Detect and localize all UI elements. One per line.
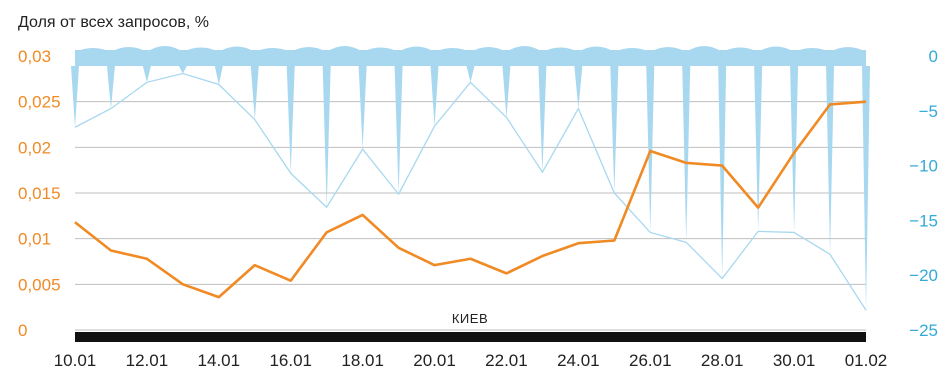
x-tick-label: 18.01 [341,351,384,370]
y-right-tick-label: −15 [909,211,938,230]
x-tick-label: 01.02 [845,351,888,370]
y-left-tick-label: 0 [18,321,27,340]
cloud-bump [470,47,507,52]
cloud-bump [326,46,363,52]
cloud-bump [830,47,866,52]
cloud-bump [758,46,795,52]
x-tick-label: 16.01 [269,351,312,370]
x-tick-label: 26.01 [629,351,672,370]
y-left-tick-label: 0,02 [18,138,51,157]
cloud-bump [614,48,651,52]
city-label: КИЕВ [452,311,488,326]
cloud-bump [722,47,759,52]
x-tick-label: 28.01 [701,351,744,370]
y-left-tick-label: 0,025 [18,93,61,112]
series-blue [71,66,870,311]
x-tick-label: 24.01 [557,351,600,370]
cloud-bump [398,46,435,52]
cloud-band [75,50,866,66]
icicle [430,66,439,127]
cloud-bump [218,46,255,52]
cloud-bump [686,46,723,52]
y-left-tick-label: 0,03 [18,47,51,66]
icicle [358,66,367,150]
icicle [286,66,295,174]
chart-title: Доля от всех запросов, % [18,14,209,31]
cloud-bump [290,47,327,52]
y-left-tick-label: 0,005 [18,275,61,294]
cloud-bump [146,46,183,52]
icicle [250,66,259,120]
cloud-bump [110,47,147,52]
x-tick-label: 10.01 [54,351,97,370]
x-tick-label: 20.01 [413,351,456,370]
series-line-blue [74,72,867,311]
cloud-bump [794,48,831,52]
icicle [394,66,403,195]
icicle [71,66,79,128]
x-tick-label: 12.01 [126,351,169,370]
icicle [574,66,583,109]
icicle [826,66,835,255]
y-right-tick-label: −10 [909,157,938,176]
icicle [214,66,223,85]
cloud-bump [542,47,579,52]
icicle [502,66,511,118]
icicle [466,66,475,83]
icicle [862,66,870,311]
icicle [322,66,331,208]
icicle [718,66,727,279]
series-line-orange [74,100,867,299]
x-tick-label: 22.01 [485,351,528,370]
timeline-bar [75,332,866,342]
icicle [106,66,115,109]
cloud-bump [254,48,291,52]
cloud-bump [506,46,543,52]
cloud-bump [434,48,471,52]
icicle [790,66,799,233]
y-left-tick-label: 0,015 [18,184,61,203]
cloud-bump [578,46,615,52]
y-axis-right: 0 −5 −10 −15 −20 −25 [909,47,938,340]
icicle [682,66,691,243]
x-tick-label: 14.01 [198,351,241,370]
y-right-tick-label: −20 [909,266,938,285]
icicle [178,66,187,74]
icicle [610,66,619,193]
cloud-decoration [75,46,866,66]
cloud-bump [650,47,687,52]
cloud-bump [75,48,111,52]
y-right-tick-label: −5 [919,102,938,121]
icicle [538,66,547,173]
x-tick-label: 30.01 [773,351,816,370]
cloud-bump [362,47,399,52]
x-axis: 10.01 12.01 14.01 16.01 18.01 20.01 22.01 24.01… [54,351,888,370]
y-right-tick-label: −25 [909,321,938,340]
y-right-tick-label: 0 [929,47,938,66]
cloud-bump [182,47,219,52]
y-left-tick-label: 0,01 [18,230,51,249]
icicle [646,66,655,233]
y-axis-left: 0 0,005 0,01 0,015 0,02 0,025 0,03 [18,47,61,340]
icicle [142,66,151,83]
series-orange [74,100,867,299]
icicle [754,66,763,232]
